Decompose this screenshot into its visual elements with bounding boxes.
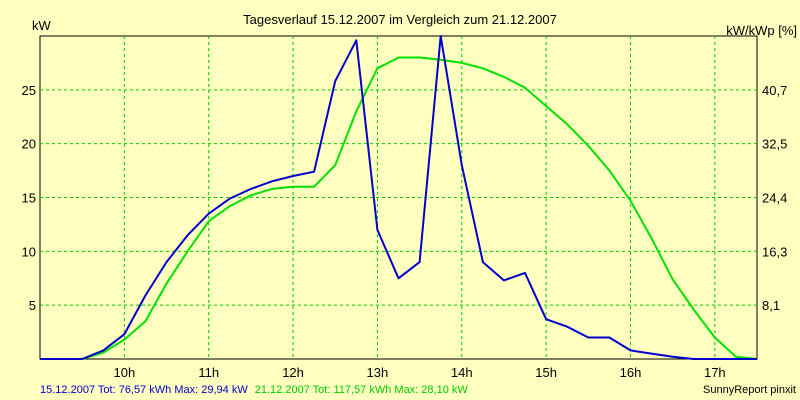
y-right-tick-label: 16,3 (762, 244, 787, 259)
legend-series-2: 21.12.2007 Tot: 117,57 kWh Max: 28,10 kW (255, 384, 469, 396)
y-axis-right-label: kW/kWp [%] (726, 23, 797, 38)
legend-series-1: 15.12.2007 Tot: 76,57 kWh Max: 29,94 kW (40, 384, 248, 396)
y-right-tick-label: 32,5 (762, 137, 787, 152)
y-axis-left-label: kW (32, 18, 52, 33)
x-tick-label: 17h (704, 365, 726, 380)
plot-frame (39, 35, 758, 360)
footer-legend: 15.12.2007 Tot: 76,57 kWh Max: 29,94 kW … (40, 384, 468, 396)
x-tick-label: 15h (535, 365, 557, 380)
plot-area: 10h 11h 12h 13h 14h 15h 16h 17h 5 10 15 20 25 8,1 16,3… (22, 35, 787, 380)
y-left-tick-label: 10 (22, 244, 36, 259)
y-right-tick-label: 24,4 (762, 191, 787, 206)
x-tick-label: 11h (198, 365, 219, 380)
footer-credit: SunnyReport pinxit (703, 384, 796, 396)
y-right-tick-label: 8,1 (762, 298, 780, 313)
y-left-tick-label: 20 (22, 137, 36, 152)
series-line-2 (40, 56, 758, 360)
y-left-tick-label: 5 (29, 298, 36, 313)
x-tick-label: 10h (114, 365, 136, 380)
y-left-tick-label: 25 (22, 83, 36, 98)
y-right-tick-label: 40,7 (762, 83, 787, 98)
x-tick-label: 14h (451, 365, 473, 380)
x-tick-label: 13h (367, 365, 389, 380)
x-tick-label: 12h (282, 365, 304, 380)
series-line-1 (40, 35, 757, 360)
x-tick-label: 16h (620, 365, 642, 380)
chart-title: Tagesverlauf 15.12.2007 im Vergleich zum… (243, 12, 557, 27)
y-left-tick-label: 15 (22, 191, 36, 206)
